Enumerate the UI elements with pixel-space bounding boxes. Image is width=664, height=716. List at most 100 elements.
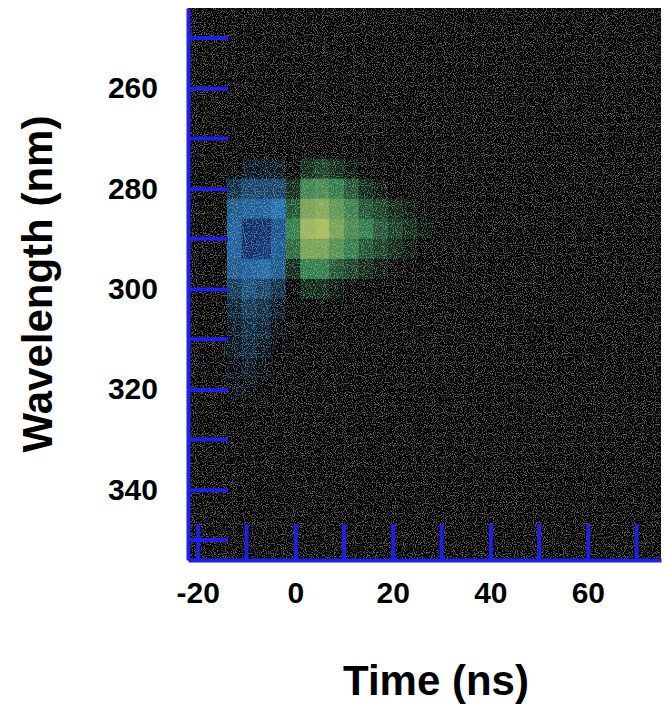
heat-cell xyxy=(359,259,374,280)
heat-cell xyxy=(417,259,432,280)
heat-cell xyxy=(242,259,257,280)
y-tick-label: 280 xyxy=(108,172,158,205)
heat-cell xyxy=(242,379,257,400)
heat-cell xyxy=(242,359,257,380)
heat-cell xyxy=(403,399,418,420)
heat-cell xyxy=(271,259,286,280)
heat-cell xyxy=(271,399,286,420)
heat-cell xyxy=(373,359,388,380)
heat-cell xyxy=(359,359,374,380)
heat-cell xyxy=(373,219,388,240)
y-tick-label: 300 xyxy=(108,272,158,305)
heat-cell xyxy=(256,239,271,260)
heat-cell xyxy=(271,219,286,240)
heat-cell xyxy=(271,239,286,260)
heat-cell xyxy=(242,399,257,420)
heat-cell xyxy=(417,399,432,420)
heat-cell xyxy=(403,319,418,340)
heat-cell xyxy=(388,359,403,380)
heat-cell xyxy=(417,359,432,380)
x-tick: -20 xyxy=(177,524,220,609)
heat-cell xyxy=(300,179,315,200)
heat-cell xyxy=(242,179,257,200)
heat-cell xyxy=(388,219,403,240)
heat-cell xyxy=(403,279,418,300)
heat-cell xyxy=(256,279,271,300)
plot-area xyxy=(227,159,432,420)
heat-cell xyxy=(403,259,418,280)
heat-cell xyxy=(344,159,359,180)
chart: -200204060260280300320340Time (ns)Wavele… xyxy=(0,0,664,716)
heat-cell xyxy=(256,359,271,380)
heat-cell xyxy=(373,399,388,420)
heat-cell xyxy=(227,179,242,200)
heat-cell xyxy=(286,359,301,380)
heat-cell xyxy=(417,339,432,360)
heat-cell xyxy=(329,199,344,220)
y-tick: 340 xyxy=(108,473,228,506)
heat-cell xyxy=(359,219,374,240)
heat-cell xyxy=(300,359,315,380)
heat-cell xyxy=(300,259,315,280)
heat-cell xyxy=(256,339,271,360)
heat-cell xyxy=(286,399,301,420)
heat-cell xyxy=(373,179,388,200)
heat-cell xyxy=(315,379,330,400)
heat-cell xyxy=(227,299,242,320)
heat-cell xyxy=(271,279,286,300)
heat-cell xyxy=(300,219,315,240)
heat-cell xyxy=(403,159,418,180)
heat-cell xyxy=(300,399,315,420)
x-tick: 60 xyxy=(572,524,605,609)
heat-cell xyxy=(286,179,301,200)
heat-cell xyxy=(417,159,432,180)
x-tick-label: 0 xyxy=(287,576,304,609)
y-tick: 280 xyxy=(108,172,228,205)
x-tick-label: -20 xyxy=(177,576,220,609)
heat-cell xyxy=(271,379,286,400)
heat-cell xyxy=(329,339,344,360)
heat-cell xyxy=(388,319,403,340)
heat-cell xyxy=(227,319,242,340)
heat-cell xyxy=(373,199,388,220)
heat-cell xyxy=(256,379,271,400)
heat-cell xyxy=(300,159,315,180)
heat-cell xyxy=(315,339,330,360)
heat-cell xyxy=(242,319,257,340)
heat-cell xyxy=(300,299,315,320)
heat-cell xyxy=(300,239,315,260)
heat-cell xyxy=(242,239,257,260)
heat-cell xyxy=(271,339,286,360)
heat-cell xyxy=(286,239,301,260)
heat-cell xyxy=(373,239,388,260)
x-tick-mark xyxy=(294,524,298,560)
heat-cell xyxy=(359,379,374,400)
heat-cell xyxy=(417,219,432,240)
heat-cell xyxy=(329,239,344,260)
heat-cell xyxy=(417,279,432,300)
heat-cell xyxy=(344,359,359,380)
heat-cell xyxy=(300,279,315,300)
heat-cell xyxy=(242,339,257,360)
x-tick-mark xyxy=(196,524,200,560)
y-tick-label: 260 xyxy=(108,71,158,104)
heat-cell xyxy=(359,279,374,300)
heat-cell xyxy=(242,159,257,180)
heat-cell xyxy=(329,279,344,300)
heat-cell xyxy=(329,259,344,280)
x-axis-title: Time (ns) xyxy=(343,657,529,704)
heat-cell xyxy=(403,339,418,360)
heat-cell xyxy=(417,319,432,340)
heat-cell xyxy=(242,279,257,300)
heat-cell xyxy=(286,299,301,320)
heat-cell xyxy=(271,299,286,320)
heat-cell xyxy=(388,239,403,260)
heat-cell xyxy=(286,319,301,340)
heat-cell xyxy=(286,279,301,300)
heat-cell xyxy=(359,199,374,220)
heat-cell xyxy=(344,319,359,340)
heat-cell xyxy=(256,219,271,240)
heat-cell xyxy=(359,159,374,180)
heat-cell xyxy=(315,319,330,340)
y-minor-tick xyxy=(188,438,228,442)
